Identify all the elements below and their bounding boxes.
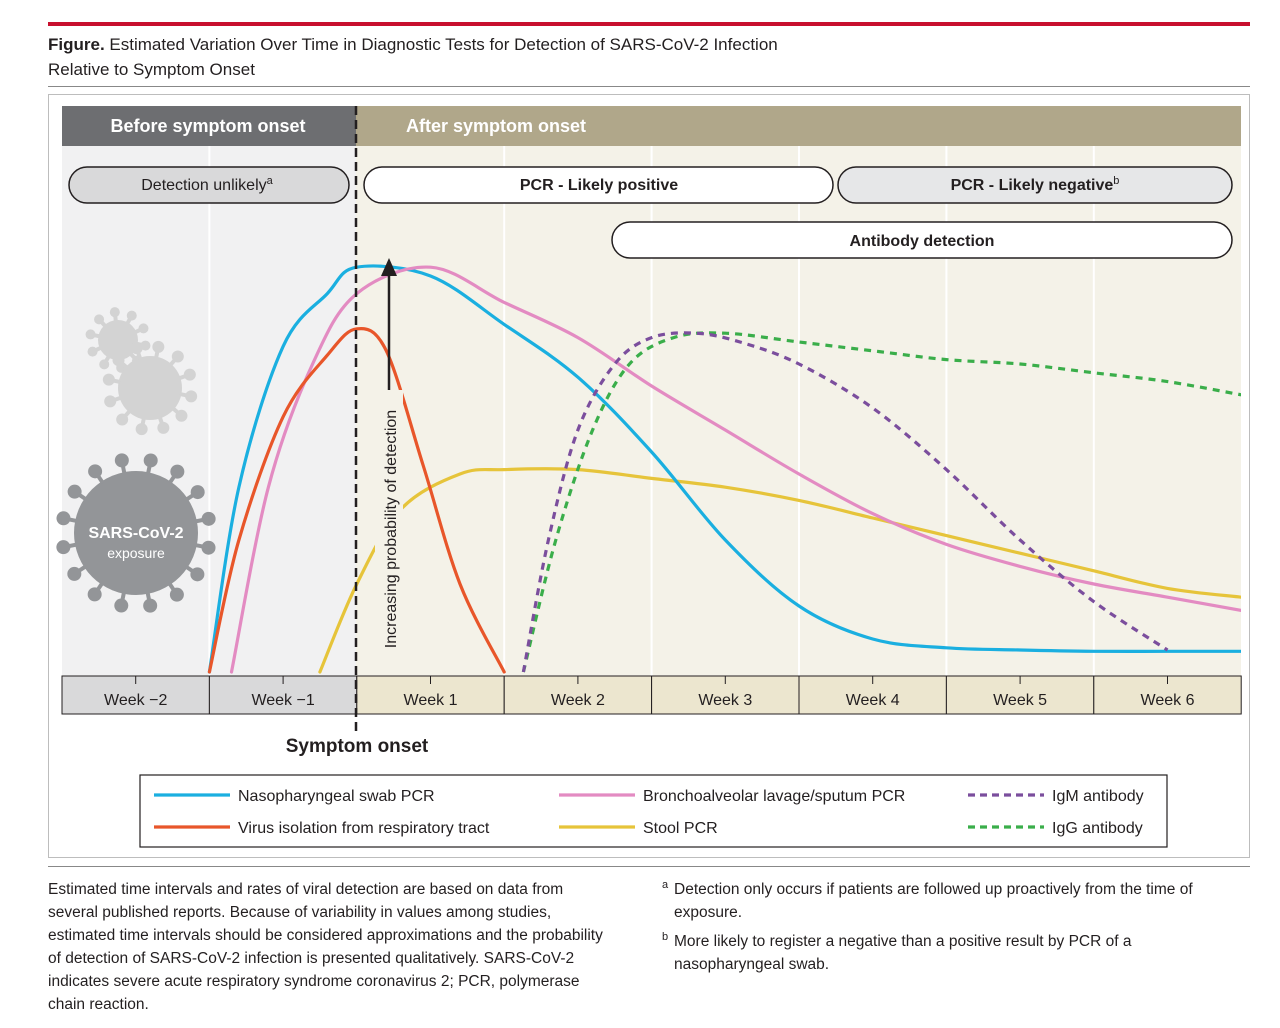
pcr-positive-pill [363,166,834,204]
virus-spike-tip [114,598,129,613]
week-tick-label: Week −2 [104,692,167,709]
bottom-rule [48,866,1250,867]
before-onset-label: Before symptom onset [110,116,305,136]
detection-unlikely-label: Detection unlikelya [141,175,273,194]
virus-spike-tip [171,350,184,363]
legend-label: Virus isolation from respiratory tract [238,820,490,837]
virus-spike-tip [109,307,120,318]
virus-spike-tip [152,340,165,353]
figure-label: Figure. [48,35,105,54]
virus-spike-tip [99,359,110,370]
probability-arrow-head [381,258,397,276]
footnote-a: a Detection only occurs if patients are … [662,878,1232,924]
series-line-1 [207,327,506,674]
week-axis: Week −2 Week −1 Week 1 Week 2 Week 3 Week 4 We… [61,675,1242,715]
virus-icon-faded [85,307,198,436]
virus-icon [56,453,216,613]
legend-box [139,774,1168,848]
virus-spike-tip [87,587,102,602]
title-rule [48,86,1250,87]
series-line-2 [229,265,1241,674]
figure-title-line1: Estimated Variation Over Time in Diagnos… [104,35,778,54]
virus-spike-tip [190,485,205,500]
detection-unlikely-pill [68,166,350,204]
virus-spike-tip [190,567,205,582]
title-rule-red [48,22,1250,26]
virus-body [74,471,198,595]
series-line-3 [318,467,1241,674]
figure-title: Figure. Estimated Variation Over Time in… [48,32,1048,82]
virus-spike-tip [112,354,125,367]
arrow-label-backdrop [375,390,403,668]
week-tick-label: Week 1 [404,692,458,709]
virus-spike-tip [130,342,143,355]
pcr-positive-label: PCR - Likely positive [520,177,678,194]
virus-spike-tip [126,310,137,321]
series-line-0 [207,264,1241,674]
legend-label: IgG antibody [1052,820,1143,837]
virus-spike-tip [201,511,216,526]
virus-spike-tip [143,598,158,613]
virus-label-line1: SARS-CoV-2 [88,525,183,542]
virus-spike-tip [102,373,115,386]
week-tick-label: Week −1 [251,692,314,709]
virus-spike-tip [104,395,117,408]
virus-spike-tip [170,464,185,479]
virus-label-line2: exposure [107,545,165,561]
series-layer [207,264,1241,674]
virus-spike-tip [143,453,158,468]
virus-spike-tip [88,464,103,479]
before-onset-header [62,106,356,146]
virus-spike-tip [56,511,71,526]
after-onset-header [356,106,1241,146]
legend: Nasopharyngeal swab PCR Bronchoalveolar l… [154,788,1144,837]
week-tick-label: Week 3 [698,692,752,709]
symptom-onset-label: Symptom onset [286,736,429,757]
week-tick-label: Week 6 [1141,692,1195,709]
virus-spike-tip [169,587,184,602]
virus-body [118,356,182,420]
figure-notes: Estimated time intervals and rates of vi… [48,881,603,1013]
footnote-b-text: More likely to register a negative than … [674,933,1132,973]
footnote-a-mark: a [662,879,669,891]
virus-spike-tip [85,329,96,340]
after-onset-label: After symptom onset [406,116,586,136]
virus-spike-tip [114,453,129,468]
antibody-detection-pill [611,221,1233,259]
virus-spike-tip [67,484,82,499]
virus-spike-tip [67,566,82,581]
week-tick-label: Week 2 [551,692,605,709]
virus-spike-tip [94,314,105,325]
virus-spike-tip [185,390,198,403]
figure-frame [48,94,1250,858]
antibody-detection-label: Antibody detection [850,233,995,250]
virus-spike-tip [201,540,216,555]
footnote-a-text: Detection only occurs if patients are fo… [674,881,1193,921]
virus-spike-tip [175,409,188,422]
virus-spike-tip [135,423,148,436]
virus-spike-tip [157,421,170,434]
week-tick-label: Week 4 [846,692,900,709]
virus-spike-tip [138,323,149,334]
y-axis-arrow-label: Increasing probability of detection [383,410,400,648]
virus-spike-tip [116,413,129,426]
pcr-negative-label: PCR - Likely negativeb [951,175,1120,194]
figure-title-line2: Relative to Symptom Onset [48,60,255,79]
virus-body [98,320,138,360]
virus-spike-tip [87,346,98,357]
pcr-negative-pill [837,166,1233,204]
virus-spike-tip [183,368,196,381]
legend-label: Stool PCR [643,820,718,837]
legend-label: Nasopharyngeal swab PCR [238,788,435,805]
series-line-4 [521,331,1169,673]
virus-spike-tip [140,340,151,351]
week-tick-label: Week 5 [993,692,1047,709]
footnote-b: b More likely to register a negative tha… [662,930,1232,976]
footnote-b-mark: b [662,931,669,943]
legend-label: IgM antibody [1052,788,1144,805]
virus-spike-tip [56,540,71,555]
legend-label: Bronchoalveolar lavage/sputum PCR [643,788,905,805]
